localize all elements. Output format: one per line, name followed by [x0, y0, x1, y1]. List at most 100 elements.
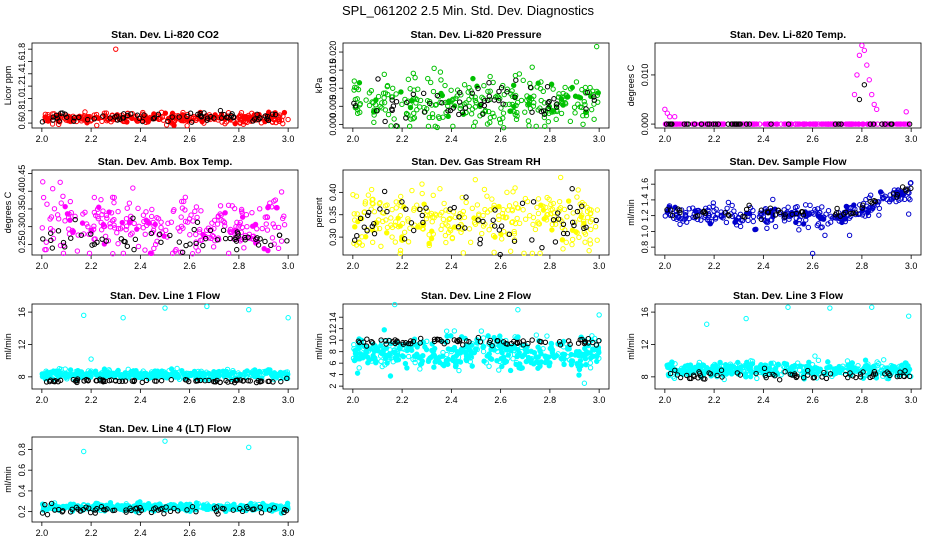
panel-title: Stan. Dev. Line 4 (LT) Flow	[99, 423, 232, 435]
data-point-subset	[890, 191, 897, 197]
data-point	[435, 114, 442, 120]
data-point-subset	[775, 207, 781, 213]
data-point-subset	[763, 374, 769, 381]
data-point	[100, 208, 106, 214]
data-point	[359, 234, 365, 240]
x-tick-label: 3.0	[593, 395, 606, 405]
data-point	[152, 221, 158, 228]
data-point	[497, 333, 503, 339]
data-point	[532, 226, 539, 233]
data-point	[193, 231, 199, 238]
data-point	[411, 207, 417, 213]
data-point	[388, 222, 394, 228]
data-point	[706, 204, 713, 211]
data-point	[770, 196, 776, 203]
data-point	[111, 199, 117, 206]
plot-frame	[342, 169, 610, 256]
data-point	[373, 360, 379, 366]
data-point-outlier	[785, 304, 791, 310]
data-point-subset	[254, 235, 260, 241]
x-tick-label: 2.6	[806, 134, 819, 144]
data-point	[91, 194, 98, 201]
data-point	[190, 218, 196, 224]
data-point	[394, 350, 401, 357]
data-point	[867, 365, 874, 371]
data-point	[724, 205, 730, 212]
data-point	[522, 195, 529, 202]
data-point	[796, 363, 803, 369]
plot-frame	[31, 42, 299, 129]
data-point-subset	[405, 340, 412, 347]
data-point	[520, 207, 526, 213]
data-point	[818, 214, 824, 221]
data-point	[548, 81, 555, 87]
data-point	[85, 223, 91, 230]
data-point	[388, 94, 395, 100]
data-point	[130, 368, 137, 374]
data-point	[363, 234, 369, 240]
data-point-subset	[163, 504, 169, 510]
data-point-subset	[83, 504, 89, 510]
data-point-subset	[782, 214, 788, 220]
data-point	[575, 101, 581, 107]
data-point	[472, 119, 478, 125]
y-tick-label: 0.000	[640, 113, 650, 136]
data-point	[392, 219, 399, 225]
data-point-subset	[560, 221, 567, 227]
data-point	[111, 216, 117, 223]
x-tick-label: 2.4	[757, 134, 770, 144]
data-point	[42, 246, 48, 253]
data-point	[728, 371, 735, 377]
data-point	[549, 221, 556, 228]
data-point	[546, 196, 552, 202]
data-point-subset	[583, 224, 589, 231]
data-point-subset	[42, 501, 48, 508]
data-point	[393, 205, 399, 211]
y-tick-label: 0.8	[640, 241, 650, 254]
data-point	[143, 209, 149, 215]
data-point-subset	[882, 121, 888, 127]
data-point-outlier	[864, 62, 870, 68]
data-point-subset	[675, 206, 681, 212]
data-point	[278, 238, 285, 244]
data-point	[182, 194, 189, 200]
data-point-subset	[455, 224, 462, 230]
data-point	[864, 121, 870, 127]
data-point	[499, 349, 505, 356]
data-point-subset	[383, 341, 389, 347]
data-point-subset	[714, 372, 720, 379]
data-point	[424, 213, 431, 219]
data-point	[533, 123, 539, 130]
data-point	[429, 114, 436, 121]
y-axis-label: degrees C	[3, 191, 13, 233]
x-tick-label: 2.0	[36, 134, 49, 144]
data-point	[487, 119, 493, 126]
data-point	[382, 355, 389, 362]
data-point	[526, 122, 532, 129]
data-point	[156, 232, 162, 238]
data-point	[427, 355, 433, 361]
data-point	[588, 355, 594, 361]
data-point-subset	[48, 237, 54, 243]
y-axis-label: ml/min	[3, 466, 13, 493]
data-point-subset	[364, 228, 370, 234]
data-point-subset	[393, 123, 399, 129]
data-point	[104, 215, 110, 221]
y-tick-label: 2	[328, 384, 338, 389]
data-point	[390, 85, 396, 91]
data-point-subset	[497, 251, 503, 258]
data-point	[491, 334, 497, 341]
data-point	[353, 242, 360, 248]
data-point	[450, 123, 456, 130]
data-point-outlier	[246, 306, 252, 313]
data-point	[405, 216, 411, 222]
data-point	[231, 369, 237, 376]
data-point	[404, 365, 410, 371]
data-point	[559, 237, 566, 243]
x-tick-label: 2.0	[659, 395, 672, 405]
data-point-subset	[445, 108, 451, 114]
data-point	[496, 367, 502, 373]
data-point	[549, 109, 555, 115]
data-point-subset	[512, 94, 518, 100]
data-point	[203, 227, 210, 234]
